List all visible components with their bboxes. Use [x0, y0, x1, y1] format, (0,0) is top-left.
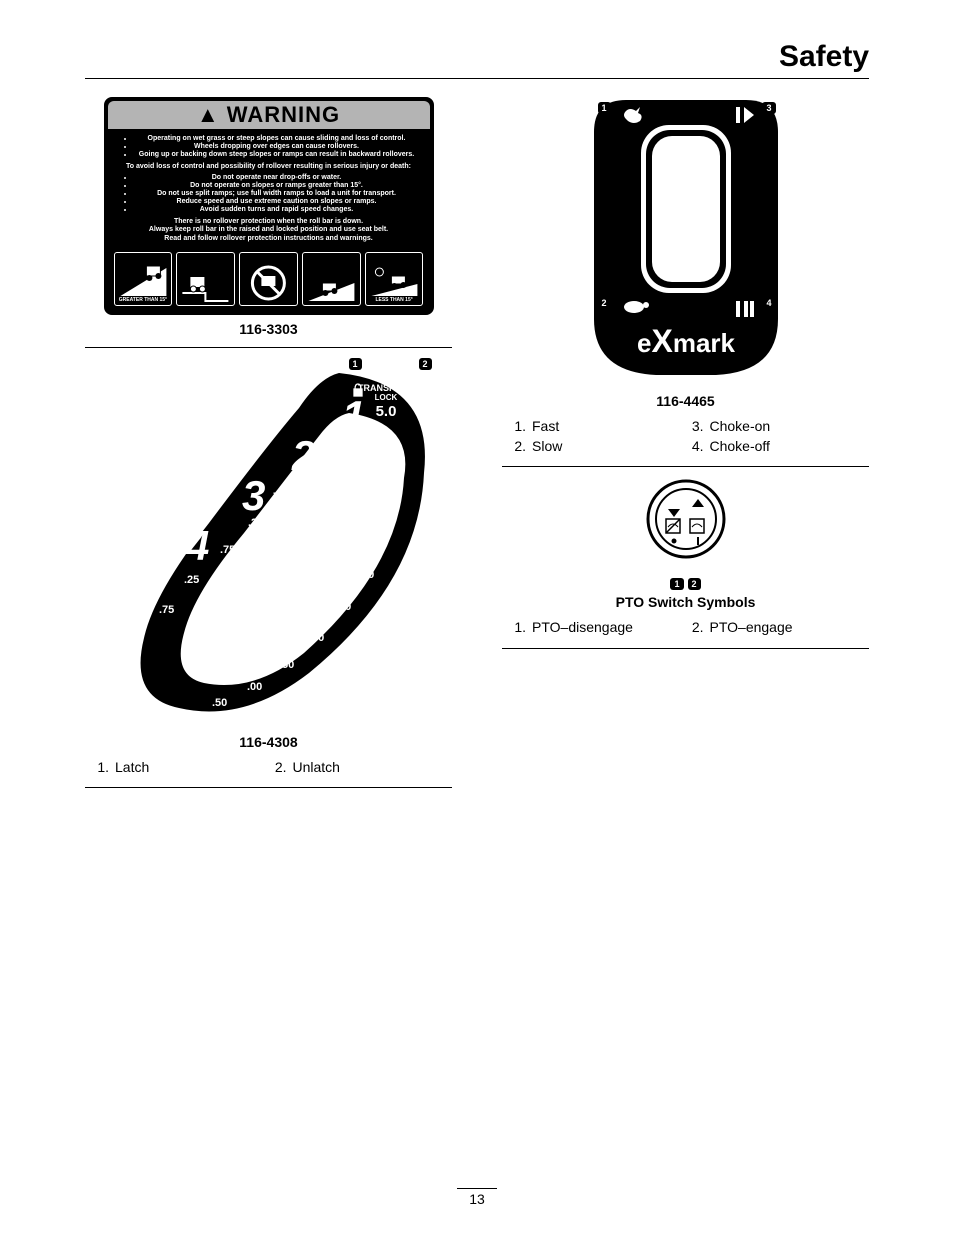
no-operate-icon: [239, 252, 298, 306]
page-header: Safety: [85, 40, 869, 79]
height-decal: 1 2 1 2 3 4 TRANSPORT LOCK 5.0: [104, 358, 434, 728]
pto-callout-2: 2: [688, 578, 701, 590]
svg-text:5.0: 5.0: [375, 403, 396, 420]
content-columns: ▲ WARNING Operating on wet grass or stee…: [85, 97, 869, 798]
callout-2: 2: [598, 297, 611, 309]
callout-2: 2: [419, 358, 432, 370]
svg-text:LOCK: LOCK: [374, 393, 397, 402]
warning-bullet: Going up or backing down steep slopes or…: [134, 151, 420, 159]
warning-part-num: 116-3303: [85, 321, 452, 337]
legend-item: 2.Slow: [508, 437, 686, 457]
throttle-decal-figure: 1 2 3 4 eXmark: [502, 97, 869, 409]
warning-bullet: Wheels dropping over edges can cause rol…: [134, 143, 420, 151]
dropoff-icon: [176, 252, 235, 306]
svg-text:.75: .75: [270, 491, 285, 503]
pto-title: PTO Switch Symbols: [502, 594, 869, 610]
svg-text:eXmark: eXmark: [637, 323, 736, 359]
ramp-icon: [302, 252, 361, 306]
pto-legend: 1.PTO–disengage 2.PTO–engage: [502, 618, 869, 638]
height-decal-figure: 1 2 1 2 3 4 TRANSPORT LOCK 5.0: [85, 358, 452, 750]
svg-text:.50: .50: [372, 537, 387, 549]
page-title: Safety: [85, 40, 869, 74]
svg-text:.50: .50: [212, 697, 227, 709]
warning-banner-text: WARNING: [227, 102, 340, 127]
throttle-legend: 1.Fast 2.Slow 3.Choke-on 4.Choke-off: [502, 417, 869, 456]
callout-4: 4: [762, 297, 775, 309]
svg-text:.75: .75: [159, 604, 174, 616]
legend-item: 3.Choke-on: [686, 417, 864, 437]
callout-1: 1: [598, 102, 611, 114]
warning-icon-row: GREATER THAN 15° LESS THAN 15°: [108, 250, 430, 311]
divider: [502, 466, 869, 467]
svg-text:3: 3: [242, 472, 265, 519]
warning-para: There is no rollover protection when the…: [118, 218, 420, 242]
divider: [85, 347, 452, 348]
slope-less-icon: LESS THAN 15°: [365, 252, 424, 306]
pto-callout-1: 1: [670, 578, 683, 590]
left-column: ▲ WARNING Operating on wet grass or stee…: [85, 97, 452, 798]
pto-svg: [626, 477, 746, 577]
svg-text:TRANSPORT: TRANSPORT: [358, 383, 415, 393]
svg-text:1: 1: [342, 392, 365, 439]
warning-decal-figure: ▲ WARNING Operating on wet grass or stee…: [85, 97, 452, 337]
svg-text:.25: .25: [248, 517, 263, 529]
legend-item: 1.Fast: [508, 417, 686, 437]
legend-item: 1.PTO–disengage: [508, 618, 686, 638]
pto-figure: 1 2 PTO Switch Symbols: [502, 477, 869, 610]
callout-3: 3: [762, 102, 775, 114]
height-legend: 1.Latch 2.Unlatch: [85, 758, 452, 778]
legend-item: 4.Choke-off: [686, 437, 864, 457]
legend-item: 2.Unlatch: [269, 758, 447, 778]
svg-text:4: 4: [185, 522, 209, 569]
callout-1: 1: [349, 358, 362, 370]
svg-text:.75: .75: [320, 449, 335, 461]
legend-item: 1.Latch: [91, 758, 269, 778]
svg-text:.00: .00: [359, 569, 374, 581]
height-decal-svg: 1 2 3 4 TRANSPORT LOCK 5.0 .75 .25 .75 .…: [104, 358, 434, 728]
warning-bullet: Avoid sudden turns and rapid speed chang…: [134, 206, 420, 214]
pto-decal: 1 2: [626, 477, 746, 590]
svg-text:.00: .00: [247, 681, 262, 693]
warning-body: Operating on wet grass or steep slopes c…: [108, 129, 430, 250]
warning-bullets-2: Do not operate near drop-offs or water. …: [134, 174, 420, 214]
svg-text:.50: .50: [336, 601, 351, 613]
warning-bullet: Do not operate on slopes or ramps greate…: [134, 182, 420, 190]
warning-bullet: Operating on wet grass or steep slopes c…: [134, 135, 420, 143]
svg-text:.00: .00: [309, 632, 324, 644]
warning-banner: ▲ WARNING: [108, 101, 430, 129]
warning-bullet: Do not use split ramps; use full width r…: [134, 190, 420, 198]
legend-item: 2.PTO–engage: [686, 618, 864, 638]
svg-text:.50: .50: [279, 659, 294, 671]
warning-decal: ▲ WARNING Operating on wet grass or stee…: [104, 97, 434, 315]
divider: [502, 648, 869, 649]
throttle-part-num: 116-4465: [502, 393, 869, 409]
throttle-decal-svg: eXmark: [586, 97, 786, 387]
page-number: 13: [457, 1188, 497, 1207]
throttle-decal: 1 2 3 4 eXmark: [586, 97, 786, 387]
svg-text:.25: .25: [184, 574, 199, 586]
warning-bullet: Reduce speed and use extreme caution on …: [134, 198, 420, 206]
right-column: 1 2 3 4 eXmark: [502, 97, 869, 798]
divider: [85, 787, 452, 788]
slope-greater-icon: GREATER THAN 15°: [114, 252, 173, 306]
svg-text:.75: .75: [220, 544, 235, 556]
svg-text:.25: .25: [304, 469, 319, 481]
warning-bullets-1: Operating on wet grass or steep slopes c…: [134, 135, 420, 159]
warning-lead: To avoid loss of control and possibility…: [118, 163, 420, 171]
height-part-num: 116-4308: [85, 734, 452, 750]
